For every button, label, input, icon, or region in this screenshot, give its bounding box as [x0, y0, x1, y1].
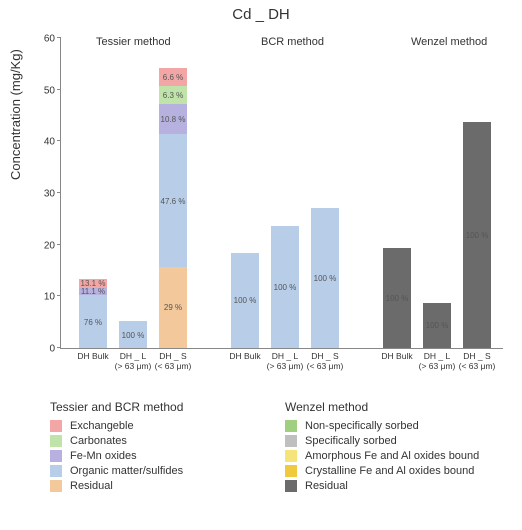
legend-swatch [285, 465, 297, 477]
y-tick-label: 60 [44, 34, 61, 45]
segment-pct-label: 76 % [79, 318, 107, 327]
legend-swatch [50, 420, 62, 432]
y-tick-mark [57, 37, 61, 38]
stacked-bar: 100 % [119, 321, 147, 348]
legend-col-left: Tessier and BCR method Exchangeble Carbon… [50, 400, 255, 495]
y-tick-mark [57, 295, 61, 296]
legend-swatch [285, 450, 297, 462]
panel-label: Tessier method [96, 36, 171, 48]
segment-pct-label: 100 % [231, 296, 259, 305]
legend-title-left: Tessier and BCR method [50, 400, 255, 414]
legend: Tessier and BCR method Exchangeble Carbon… [50, 400, 490, 495]
chart-page: Cd _ DH Concentration (mg/Kg) 0 10 20 30 40 5… [0, 0, 522, 530]
y-tick-mark [57, 192, 61, 193]
x-category-label: DH _ S(< 63 μm) [301, 348, 349, 372]
segment-pct-label: 6.6 % [159, 73, 187, 82]
legend-item: Non-specifically sorbed [285, 420, 490, 432]
panel-label: BCR method [261, 36, 324, 48]
y-tick-label: 40 [44, 137, 61, 148]
y-tick-label: 20 [44, 240, 61, 251]
legend-label: Organic matter/sulfides [70, 465, 183, 477]
plot-area: 0102030405060Tessier methodBCR methodWen… [60, 38, 503, 349]
legend-label: Fe-Mn oxides [70, 450, 137, 462]
legend-label: Residual [305, 480, 348, 492]
legend-label: Amorphous Fe and Al oxides bound [305, 450, 479, 462]
legend-swatch [50, 435, 62, 447]
legend-item: Organic matter/sulfides [50, 465, 255, 477]
legend-item: Residual [285, 480, 490, 492]
segment-pct-label: 100 % [311, 274, 339, 283]
y-tick-mark [57, 89, 61, 90]
legend-col-right: Wenzel method Non-specifically sorbed Spe… [285, 400, 490, 495]
y-tick-label: 50 [44, 85, 61, 96]
legend-item: Crystalline Fe and Al oxides bound [285, 465, 490, 477]
legend-label: Specifically sorbed [305, 435, 397, 447]
legend-label: Exchangeble [70, 420, 134, 432]
legend-item: Carbonates [50, 435, 255, 447]
legend-swatch [50, 450, 62, 462]
segment-pct-label: 100 % [119, 331, 147, 340]
legend-label: Crystalline Fe and Al oxides bound [305, 465, 474, 477]
segment-pct-label: 47.6 % [159, 197, 187, 206]
legend-item: Fe-Mn oxides [50, 450, 255, 462]
y-tick-mark [57, 347, 61, 348]
stacked-bar: 100 % [383, 248, 411, 348]
segment-pct-label: 13.1 % [79, 279, 107, 288]
y-tick-mark [57, 140, 61, 141]
segment-pct-label: 6.3 % [159, 91, 187, 100]
legend-item: Residual [50, 480, 255, 492]
stacked-bar: 100 % [231, 253, 259, 348]
legend-label: Residual [70, 480, 113, 492]
stacked-bar: 100 % [423, 303, 451, 348]
stacked-bar: 29 % 47.6 % 10.8 % 6.3 % 6.6 % [159, 68, 187, 348]
legend-item: Amorphous Fe and Al oxides bound [285, 450, 490, 462]
legend-swatch [285, 420, 297, 432]
segment-pct-label: 11.1 % [79, 287, 107, 296]
segment-pct-label: 10.8 % [159, 115, 187, 124]
chart-title: Cd _ DH [0, 6, 522, 23]
y-tick-mark [57, 244, 61, 245]
stacked-bar: 100 % [311, 208, 339, 348]
panel-label: Wenzel method [411, 36, 487, 48]
segment-pct-label: 100 % [423, 321, 451, 330]
legend-swatch [50, 480, 62, 492]
y-tick-label: 30 [44, 189, 61, 200]
segment-pct-label: 100 % [271, 283, 299, 292]
segment-pct-label: 29 % [159, 303, 187, 312]
legend-swatch [285, 435, 297, 447]
x-category-label: DH _ S(< 63 μm) [149, 348, 197, 372]
y-tick-label: 0 [49, 344, 61, 355]
segment-pct-label: 100 % [463, 231, 491, 240]
legend-title-right: Wenzel method [285, 400, 490, 414]
stacked-bar: 100 % [271, 226, 299, 348]
legend-label: Carbonates [70, 435, 127, 447]
segment-pct-label: 100 % [383, 294, 411, 303]
legend-item: Specifically sorbed [285, 435, 490, 447]
stacked-bar: 76 % 11.1 %13.1 % [79, 279, 107, 348]
legend-swatch [50, 465, 62, 477]
x-category-label: DH _ S(< 63 μm) [453, 348, 501, 372]
stacked-bar: 100 % [463, 122, 491, 348]
legend-swatch [285, 480, 297, 492]
y-tick-label: 10 [44, 292, 61, 303]
legend-item: Exchangeble [50, 420, 255, 432]
y-axis-label: Concentration (mg/Kg) [8, 49, 23, 180]
legend-label: Non-specifically sorbed [305, 420, 419, 432]
